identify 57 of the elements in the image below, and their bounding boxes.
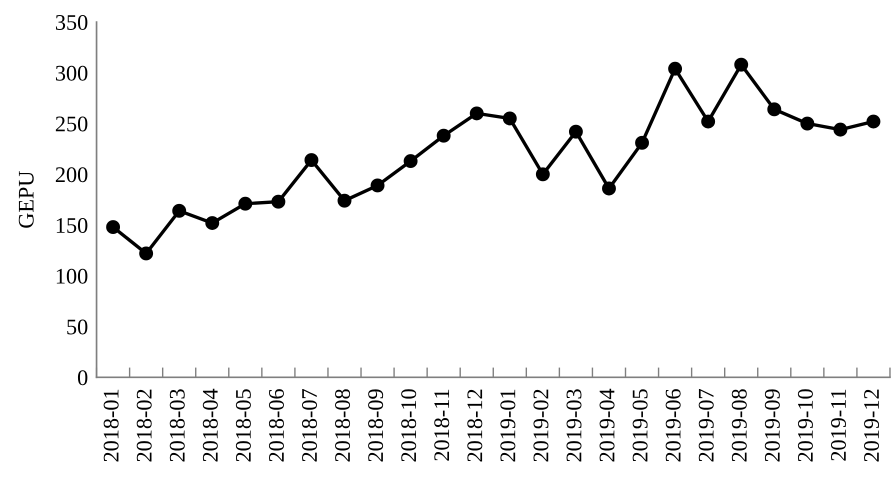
- point: [238, 196, 252, 211]
- x-tick-label: 2018-10: [401, 389, 416, 462]
- point: [701, 114, 716, 128]
- x-tick-label: 2019-09: [764, 389, 780, 462]
- y-tick-label: 100: [56, 268, 88, 284]
- point: [304, 153, 318, 168]
- x-tick-label: 2018-01: [104, 390, 119, 462]
- point: [205, 216, 220, 230]
- x-tick-label: 2019-12: [864, 390, 880, 462]
- x-tick-label: 2019-03: [566, 389, 582, 462]
- y-tick-label: 350: [56, 14, 88, 30]
- point: [734, 58, 748, 72]
- x-tick-label: 2019-06: [666, 389, 681, 462]
- x-tick-label: 2019-04: [600, 388, 615, 462]
- y-tick-label: 150: [56, 218, 88, 233]
- point: [668, 62, 682, 76]
- point: [370, 178, 384, 192]
- y-tick-label: 50: [67, 319, 88, 334]
- x-tick-label: 2019-01: [500, 390, 516, 462]
- x-tick-label: 2018-11: [434, 390, 450, 461]
- x-tick-label: 2019-10: [798, 389, 813, 462]
- x-tick-label: 2019-11: [830, 390, 846, 461]
- point: [338, 194, 352, 208]
- point: [800, 116, 814, 130]
- y-axis-title: GEPU: [18, 171, 34, 228]
- point: [536, 167, 550, 182]
- x-tick-label: 2018-03: [170, 389, 185, 462]
- point: [502, 112, 517, 126]
- point: [767, 102, 782, 116]
- point: [271, 194, 286, 209]
- x-tick-label: 2018-09: [368, 389, 384, 462]
- x-tick-label: 2018-02: [136, 390, 152, 462]
- y-tick-label: 200: [56, 167, 88, 182]
- x-tick-label: 2018-06: [268, 389, 284, 462]
- point: [106, 220, 120, 234]
- x-tick-label: 2018-04: [202, 388, 218, 462]
- point: [404, 154, 418, 168]
- x-tick-label: 2018-08: [335, 389, 350, 462]
- point: [866, 114, 880, 128]
- point: [172, 204, 186, 218]
- point: [139, 246, 154, 260]
- y-tick-label: 0: [78, 370, 88, 386]
- x-tick-label: 2018-07: [302, 389, 317, 462]
- point: [833, 122, 848, 137]
- point: [635, 136, 649, 150]
- point: [470, 106, 484, 120]
- point: [436, 128, 451, 143]
- x-tick-label: 2019-07: [698, 389, 714, 462]
- point: [568, 124, 583, 139]
- point: [602, 182, 616, 196]
- x-tick-label: 2019-05: [632, 389, 648, 462]
- x-tick-label: 2018-12: [467, 390, 482, 462]
- x-tick-label: 2019-08: [732, 389, 747, 462]
- y-tick-label: 300: [56, 66, 88, 81]
- x-tick-label: 2019-02: [533, 390, 548, 462]
- x-tick-label: 2018-05: [236, 389, 251, 462]
- y-tick-label: 250: [56, 116, 88, 132]
